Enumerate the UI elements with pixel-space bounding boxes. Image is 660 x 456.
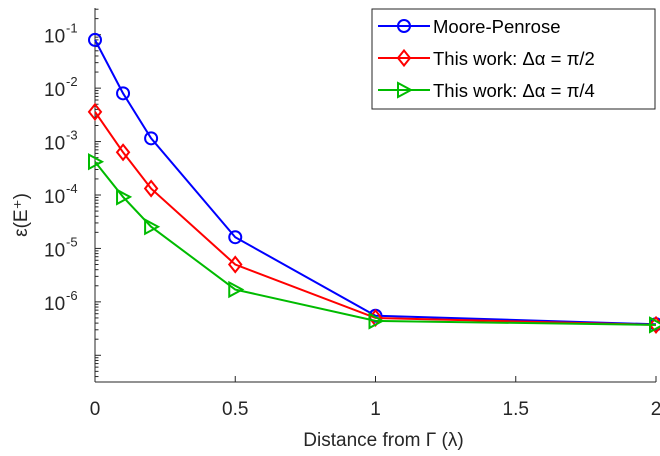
marker-triangle: [368, 312, 385, 330]
y-tick-label-exponent: -3: [66, 128, 78, 143]
marker-circle: [144, 131, 159, 146]
y-tick-label: 10: [44, 134, 65, 155]
marker-circle: [228, 230, 243, 245]
legend-label: This work: Δα = π/4: [433, 80, 595, 101]
marker-triangle: [228, 280, 245, 299]
marker-diamond: [396, 48, 412, 68]
x-tick-label: 1.5: [503, 399, 529, 420]
legend-label: This work: Δα = π/2: [433, 48, 595, 69]
x-tick-label: 1: [370, 399, 381, 420]
series-3: [88, 153, 660, 334]
tick-labels: 0 0.5 1 1.5 210-610-510-410-310-210-1: [44, 21, 660, 420]
legend-label: Moore-Penrose: [433, 16, 561, 37]
marker-diamond: [648, 315, 660, 335]
marker-triangle: [144, 218, 161, 236]
marker-diamond: [87, 102, 103, 121]
y-tick-label: 10: [44, 240, 65, 261]
x-tick-label: 0: [90, 399, 101, 420]
series-layer: [87, 32, 660, 335]
series-line: [94, 39, 657, 326]
marker-triangle: [116, 188, 133, 206]
y-axis-label: ε(E⁺): [11, 193, 32, 237]
y-tick-label: 10: [44, 27, 65, 48]
marker-circle: [116, 86, 131, 101]
series-line: [94, 161, 657, 326]
marker-diamond: [143, 179, 159, 198]
marker-triangle: [397, 81, 414, 99]
x-tick-label: 0.5: [222, 399, 248, 420]
y-tick-label-exponent: -2: [66, 74, 78, 89]
y-tick-label: 10: [44, 80, 65, 101]
marker-circle: [88, 32, 102, 47]
y-tick-label-exponent: -5: [66, 234, 78, 249]
y-tick-label-exponent: -1: [66, 21, 78, 36]
x-tick-label: 2: [651, 399, 660, 420]
y-tick-label-exponent: -6: [66, 288, 78, 303]
legend: Moore-Penrose This work: Δα = π/2 This wor…: [371, 8, 656, 110]
y-tick-label: 10: [44, 187, 65, 208]
x-axis-label: Distance from Γ (λ): [303, 430, 463, 451]
y-tick-label-exponent: -4: [66, 181, 78, 196]
series-2: [87, 102, 660, 335]
marker-triangle: [649, 316, 660, 334]
marker-triangle: [88, 153, 105, 171]
y-tick-label: 10: [44, 294, 65, 315]
marker-circle: [397, 19, 411, 33]
marker-diamond: [227, 255, 243, 274]
series-line: [94, 111, 657, 326]
marker-diamond: [115, 143, 131, 162]
